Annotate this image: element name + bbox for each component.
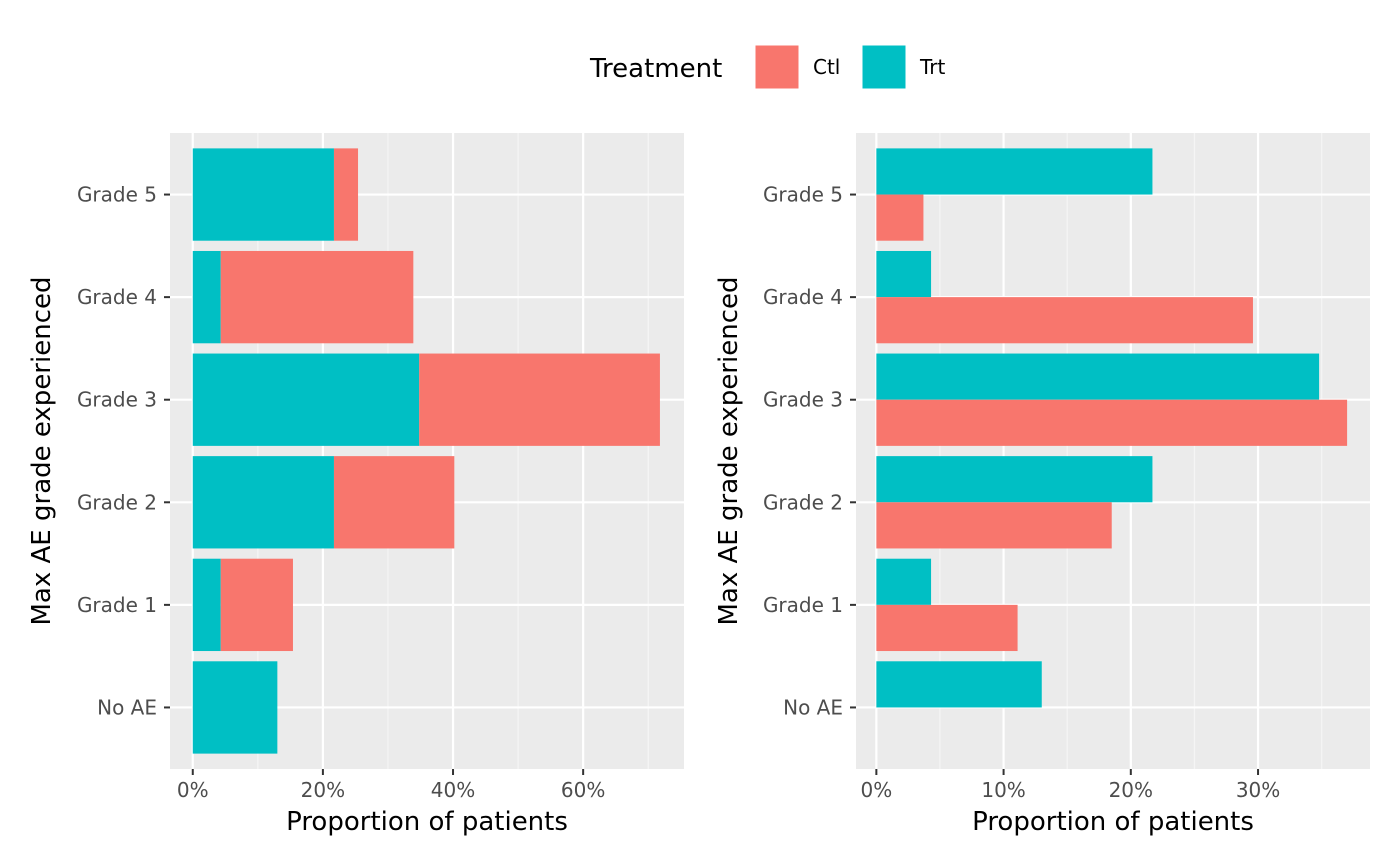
x-tick-label: 0%	[177, 778, 209, 802]
chart-panels: No AE Grade 1 Grade 2 Grade 3 Grade 4 Grade 5…	[27, 133, 1370, 837]
chart-panel-1: No AE Grade 1 Grade 2 Grade 3 Grade 4 Grade 5…	[27, 133, 684, 837]
bar-ctl-grade-2	[333, 456, 455, 549]
bar-ctl-grade-3	[876, 399, 1348, 446]
y-tick-label-no-ae: No AE	[97, 695, 157, 719]
bar-ctl-grade-4	[876, 297, 1253, 344]
y-tick-label-grade-4: Grade 4	[763, 285, 843, 309]
chart-panel-2: No AE Grade 1 Grade 2 Grade 3 Grade 4 Grade 5…	[714, 133, 1370, 837]
bar-ctl-grade-1	[876, 604, 1018, 652]
bar-ctl-grade-5	[876, 194, 924, 241]
bar-ctl-grade-5	[333, 148, 359, 241]
legend-key-ctl	[754, 44, 800, 90]
x-tick-label: 20%	[1109, 778, 1153, 802]
x-tick-label: 60%	[561, 778, 605, 802]
x-axis-title: Proportion of patients	[286, 807, 568, 837]
y-tick-label-grade-3: Grade 3	[763, 388, 843, 412]
x-axis-title: Proportion of patients	[972, 807, 1254, 837]
bar-trt-grade-2	[192, 456, 334, 549]
bar-trt-grade-3	[192, 353, 420, 446]
legend-title: Treatment	[589, 54, 722, 84]
bar-ctl-grade-2	[876, 502, 1112, 549]
legend-label-trt: Trt	[919, 55, 946, 79]
legend: Treatment Ctl Trt	[589, 44, 946, 90]
y-tick-label-grade-1: Grade 1	[77, 593, 157, 617]
bar-ctl-grade-1	[220, 558, 293, 652]
bar-ctl-grade-3	[419, 353, 660, 446]
y-tick-label-grade-5: Grade 5	[763, 183, 843, 207]
bar-trt-no-ae	[876, 661, 1042, 708]
bar-trt-no-ae	[192, 661, 278, 754]
x-tick-label: 40%	[431, 778, 475, 802]
bar-trt-grade-3	[876, 353, 1320, 400]
x-tick-label: 0%	[860, 778, 892, 802]
x-tick-label: 10%	[981, 778, 1025, 802]
bar-trt-grade-5	[192, 148, 334, 241]
y-axis-title: Max AE grade experienced	[714, 277, 744, 626]
y-tick-label-grade-2: Grade 2	[763, 490, 843, 514]
y-tick-label-grade-2: Grade 2	[77, 490, 157, 514]
y-tick-label-grade-4: Grade 4	[77, 285, 157, 309]
bar-trt-grade-4	[876, 250, 932, 298]
y-tick-label-grade-1: Grade 1	[763, 593, 843, 617]
x-tick-label: 30%	[1236, 778, 1280, 802]
bar-trt-grade-1	[192, 558, 221, 652]
y-tick-label-grade-3: Grade 3	[77, 388, 157, 412]
y-tick-label-grade-5: Grade 5	[77, 183, 157, 207]
bar-ctl-grade-4	[220, 250, 414, 344]
bar-trt-grade-5	[876, 148, 1153, 195]
bar-trt-grade-2	[876, 456, 1153, 503]
y-tick-label-no-ae: No AE	[783, 695, 843, 719]
legend-key-trt	[861, 44, 907, 90]
legend-label-ctl: Ctl	[813, 55, 840, 79]
bar-trt-grade-4	[192, 250, 221, 344]
bar-trt-grade-1	[876, 558, 932, 605]
x-tick-label: 20%	[301, 778, 345, 802]
y-axis-title: Max AE grade experienced	[27, 277, 57, 626]
